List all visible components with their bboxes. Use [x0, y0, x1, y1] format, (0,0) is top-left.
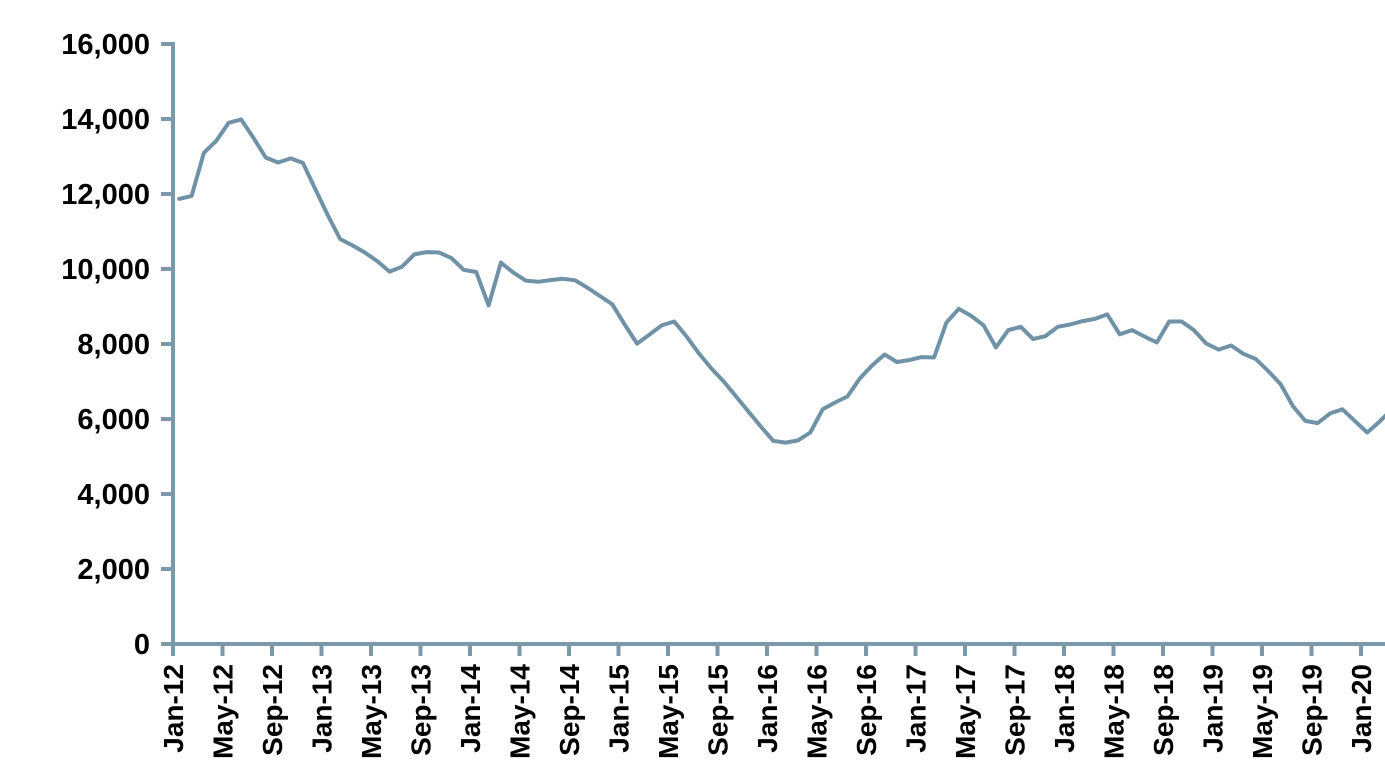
x-tick-label: Jan-17: [900, 664, 931, 753]
y-tick-label: 16,000: [61, 29, 150, 61]
x-tick-label: Jan-19: [1197, 664, 1228, 753]
x-tick-label: Jan-14: [455, 664, 486, 753]
x-tick-label: Sep-17: [999, 664, 1030, 756]
x-tick-label: Sep-18: [1148, 664, 1179, 756]
x-tick-label: Jan-18: [1049, 664, 1080, 753]
x-tick-label: May-16: [801, 664, 832, 759]
y-tick-label: 2,000: [77, 554, 150, 586]
y-tick-label: 6,000: [77, 404, 150, 436]
x-tick-label: Jan-20: [1346, 664, 1377, 753]
x-tick-label: May-18: [1098, 664, 1129, 759]
x-tick-label: Sep-15: [702, 664, 733, 756]
x-tick-label: May-14: [504, 664, 535, 759]
y-tick-label: 0: [134, 629, 150, 661]
x-tick-label: Sep-16: [851, 664, 882, 756]
x-tick-label: May-15: [653, 664, 684, 759]
data-line-series-1: [177, 117, 1385, 445]
x-tick-label: Jan-16: [752, 664, 783, 753]
x-tick-label: Sep-14: [554, 664, 585, 756]
y-tick-label: 4,000: [77, 479, 150, 511]
chart-canvas: 0 2,000 4,000 6,000 8,000 10,000 12,000 14,000 1…: [61, 29, 1385, 759]
y-tick-label: 14,000: [61, 104, 150, 136]
x-tick-label: May-19: [1247, 664, 1278, 759]
x-tick-label: Sep-12: [257, 664, 288, 756]
line-chart: 0 2,000 4,000 6,000 8,000 10,000 12,000 14,000 1…: [40, 16, 1385, 773]
x-tick-label: Sep-19: [1296, 664, 1327, 756]
x-tick-label: Jan-13: [306, 664, 337, 753]
x-tick-label: May-13: [356, 664, 387, 759]
x-tick-label: May-12: [207, 664, 238, 759]
y-tick-label: 8,000: [77, 329, 150, 361]
y-tick-label: 10,000: [61, 254, 150, 286]
x-tick-label: Jan-12: [158, 664, 189, 753]
x-tick-label: Jan-15: [603, 664, 634, 753]
x-tick-label: May-17: [950, 664, 981, 759]
y-tick-label: 12,000: [61, 179, 150, 211]
x-tick-label: Sep-13: [405, 664, 436, 756]
